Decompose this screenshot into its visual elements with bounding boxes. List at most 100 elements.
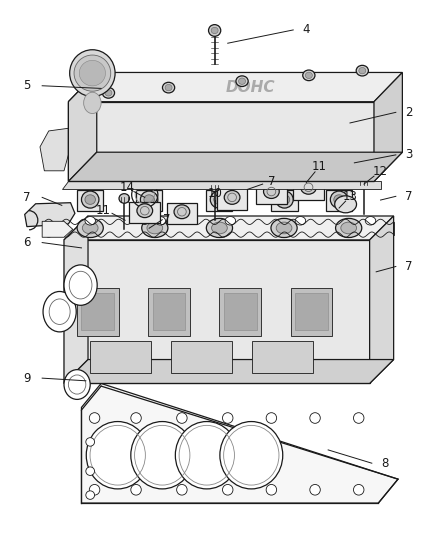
Text: 7: 7 [23, 191, 31, 204]
Ellipse shape [335, 196, 357, 213]
Polygon shape [217, 188, 247, 209]
Ellipse shape [175, 422, 238, 489]
Ellipse shape [85, 216, 95, 225]
Polygon shape [40, 128, 68, 171]
Text: 7: 7 [163, 213, 170, 226]
Text: 2: 2 [405, 106, 413, 119]
Text: 7: 7 [405, 260, 413, 273]
Ellipse shape [89, 413, 100, 423]
Bar [224, 293, 257, 330]
Ellipse shape [209, 182, 220, 191]
Polygon shape [206, 190, 232, 211]
Bar [90, 341, 151, 373]
Text: 6: 6 [23, 236, 31, 249]
Ellipse shape [137, 204, 152, 217]
Bar [295, 293, 328, 330]
Polygon shape [81, 383, 398, 503]
Text: 7: 7 [405, 190, 413, 203]
Text: 8: 8 [381, 457, 389, 470]
Polygon shape [25, 203, 75, 227]
Ellipse shape [147, 222, 162, 234]
Bar [148, 288, 190, 336]
Ellipse shape [214, 195, 224, 204]
Ellipse shape [84, 92, 101, 114]
Ellipse shape [266, 484, 277, 495]
Polygon shape [68, 72, 97, 181]
Ellipse shape [295, 216, 306, 225]
Ellipse shape [82, 222, 98, 234]
Text: 14: 14 [120, 181, 135, 195]
Ellipse shape [365, 216, 376, 225]
Ellipse shape [336, 219, 362, 238]
Polygon shape [326, 190, 352, 211]
Ellipse shape [79, 60, 106, 86]
Ellipse shape [43, 292, 76, 332]
Polygon shape [68, 152, 403, 181]
Ellipse shape [64, 369, 90, 399]
Text: DOHC: DOHC [226, 79, 276, 94]
Ellipse shape [356, 66, 368, 76]
Ellipse shape [271, 219, 297, 238]
Ellipse shape [155, 216, 166, 225]
Ellipse shape [310, 413, 320, 423]
Ellipse shape [86, 467, 95, 475]
Ellipse shape [359, 68, 366, 74]
Text: 4: 4 [303, 23, 310, 36]
Text: 9: 9 [23, 372, 31, 385]
Ellipse shape [264, 184, 279, 198]
Polygon shape [256, 182, 287, 204]
Ellipse shape [208, 25, 221, 36]
Polygon shape [64, 240, 370, 383]
Polygon shape [77, 190, 103, 211]
Polygon shape [374, 72, 403, 181]
Ellipse shape [310, 484, 320, 495]
Ellipse shape [276, 191, 293, 208]
Polygon shape [64, 216, 394, 240]
Polygon shape [64, 216, 88, 383]
Ellipse shape [89, 484, 100, 495]
Polygon shape [130, 201, 160, 223]
Text: 13: 13 [343, 190, 357, 203]
Polygon shape [42, 221, 73, 237]
Ellipse shape [102, 87, 115, 98]
Polygon shape [370, 216, 394, 383]
Ellipse shape [266, 413, 277, 423]
Polygon shape [136, 190, 162, 211]
Ellipse shape [211, 27, 218, 34]
Ellipse shape [239, 78, 246, 84]
Text: 12: 12 [373, 165, 388, 179]
Ellipse shape [300, 180, 316, 194]
Polygon shape [166, 203, 197, 224]
Ellipse shape [236, 76, 248, 86]
Text: 7: 7 [268, 175, 275, 188]
Ellipse shape [81, 191, 99, 208]
Ellipse shape [74, 55, 111, 91]
Ellipse shape [225, 216, 236, 225]
Ellipse shape [141, 191, 158, 208]
Ellipse shape [131, 484, 141, 495]
Ellipse shape [210, 191, 228, 208]
Ellipse shape [220, 422, 283, 489]
Bar [252, 341, 313, 373]
Ellipse shape [279, 195, 290, 204]
Ellipse shape [206, 219, 233, 238]
Ellipse shape [359, 176, 369, 186]
Ellipse shape [353, 484, 364, 495]
Ellipse shape [86, 491, 95, 499]
Ellipse shape [353, 413, 364, 423]
Ellipse shape [177, 413, 187, 423]
Ellipse shape [86, 422, 149, 489]
Ellipse shape [86, 438, 95, 446]
Polygon shape [272, 190, 297, 211]
Polygon shape [64, 360, 394, 383]
Text: 11: 11 [312, 160, 327, 173]
Ellipse shape [70, 50, 115, 96]
Polygon shape [68, 72, 403, 102]
Ellipse shape [142, 219, 168, 238]
Bar [171, 341, 232, 373]
Ellipse shape [330, 191, 348, 208]
Ellipse shape [224, 190, 240, 204]
Ellipse shape [131, 413, 141, 423]
Ellipse shape [305, 72, 312, 78]
Ellipse shape [303, 70, 315, 80]
